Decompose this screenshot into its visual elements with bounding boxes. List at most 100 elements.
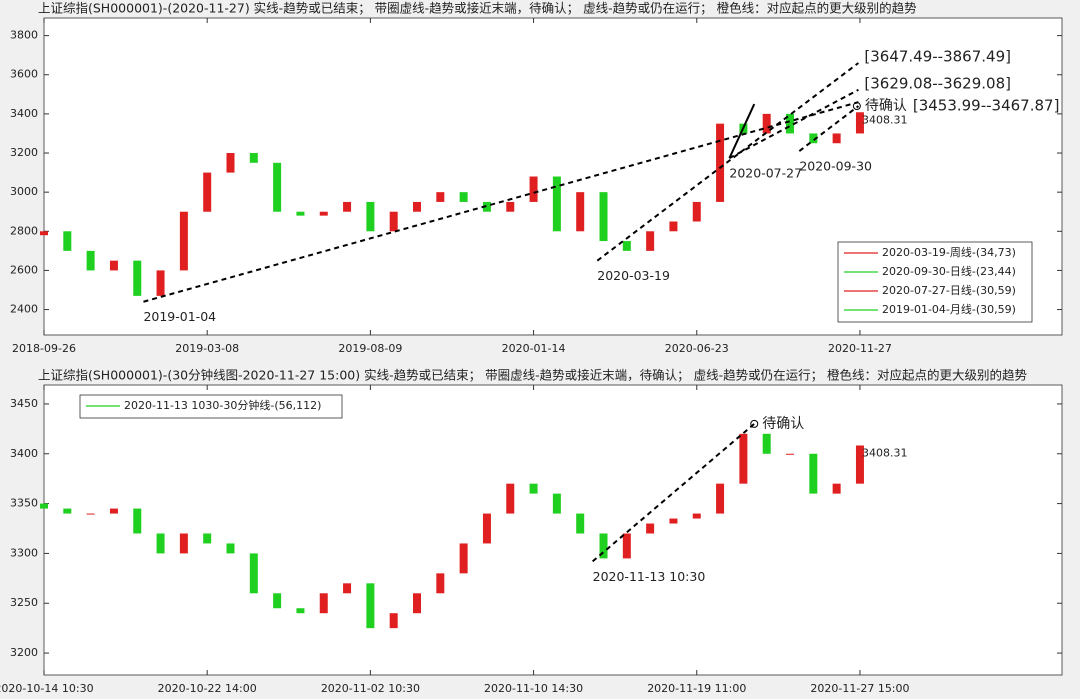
x-tick-label: 2020-11-27 [828, 342, 892, 355]
trend-line [728, 88, 859, 159]
candle [786, 113, 795, 134]
candle [506, 483, 515, 514]
x-tick-label: 2018-09-26 [12, 342, 76, 355]
candle [296, 211, 305, 216]
x-tick-label: 2020-01-14 [502, 342, 566, 355]
y-tick-label: 2600 [10, 263, 38, 276]
candle [413, 593, 422, 614]
chart-title: 上证综指(SH000001)-(30分钟线图-2020-11-27 15:00)… [38, 368, 1028, 383]
y-tick-label: 3000 [10, 185, 38, 198]
trend-start-label: 2020-09-30 [799, 159, 872, 174]
candle [552, 493, 561, 514]
y-tick-label: 3300 [10, 546, 38, 559]
legend-label: 2020-03-19-周线-(34,73) [882, 245, 1016, 259]
candle [762, 433, 771, 454]
candle [63, 508, 72, 514]
candle [506, 201, 515, 212]
x-tick-label: 2020-11-02 10:30 [321, 682, 420, 695]
candle [855, 445, 864, 484]
candle [179, 533, 188, 554]
candle [343, 583, 352, 594]
candle [529, 176, 538, 202]
candle [646, 523, 655, 534]
candle [226, 543, 235, 554]
candle [133, 508, 142, 534]
candle [739, 433, 748, 484]
x-tick-label: 2020-11-19 11:00 [647, 682, 746, 695]
trend-line [596, 62, 860, 262]
candle [86, 250, 95, 271]
trend-start-label: 2020-11-13 10:30 [593, 569, 706, 584]
candle [622, 533, 631, 559]
trend-start-label: 2020-07-27 [729, 166, 802, 181]
pending-label: 待确认 [865, 98, 907, 114]
y-tick-label: 3400 [10, 107, 38, 120]
trend-end-label: [3647.49--3867.49] [864, 48, 1011, 66]
candle [716, 123, 725, 202]
x-tick-label: 2020-10-22 14:00 [158, 682, 257, 695]
candle [809, 453, 818, 494]
chart-title: 上证综指(SH000001)-(2020-11-27) 实线-趋势或已结束； 带… [38, 1, 917, 16]
candle [692, 201, 701, 222]
x-tick-label: 2020-10-14 10:30 [0, 682, 94, 695]
trend-start-label: 2019-01-04 [143, 309, 216, 324]
candle [832, 483, 841, 494]
candle [855, 112, 864, 134]
candle [599, 192, 608, 242]
candle [716, 483, 725, 514]
y-tick-label: 3350 [10, 497, 38, 510]
candle [109, 508, 118, 514]
candle [156, 270, 165, 296]
candle [599, 533, 608, 559]
candle [832, 133, 841, 144]
candle [459, 192, 468, 202]
candle [179, 211, 188, 271]
candle [249, 553, 258, 594]
legend-label: 2020-09-30-日线-(23,44) [882, 264, 1016, 278]
candle [319, 593, 328, 614]
candle [809, 133, 818, 144]
legend-label: 2020-07-27-日线-(30,59) [882, 283, 1016, 297]
candle [786, 453, 795, 455]
x-tick-label: 2020-11-27 15:00 [810, 682, 909, 695]
candle [576, 513, 585, 534]
candle [436, 573, 445, 594]
candle [343, 201, 352, 212]
candle [366, 201, 375, 232]
candle [529, 483, 538, 494]
y-tick-label: 3200 [10, 146, 38, 159]
candle [669, 221, 678, 232]
pending-range: [3453.99--3467.87] [913, 97, 1060, 115]
candle [622, 241, 631, 251]
candle [273, 593, 282, 609]
candle [109, 260, 118, 271]
x-tick-label: 2019-08-09 [338, 342, 402, 355]
y-tick-label: 3250 [10, 596, 38, 609]
plot-area [43, 384, 1063, 676]
y-tick-label: 2400 [10, 303, 38, 316]
y-tick-label: 2800 [10, 224, 38, 237]
candle [762, 113, 771, 134]
trend-end-label: [3629.08--3629.08] [864, 74, 1011, 92]
candle [40, 503, 48, 509]
candle [459, 543, 468, 574]
x-tick-label: 2019-03-08 [175, 342, 239, 355]
trend-line [143, 101, 859, 303]
candle [389, 211, 398, 232]
candle [156, 533, 165, 554]
candle [366, 583, 375, 629]
candle [436, 192, 445, 202]
x-tick-label: 2020-11-10 14:30 [484, 682, 583, 695]
candle [552, 176, 561, 232]
pending-marker [852, 102, 861, 111]
y-tick-label: 3600 [10, 68, 38, 81]
y-tick-label: 3400 [10, 447, 38, 460]
candle [273, 162, 282, 212]
y-tick-label: 3450 [10, 397, 38, 410]
candle [646, 231, 655, 251]
pending-label: 待确认 [762, 416, 804, 432]
y-tick-label: 3200 [10, 646, 38, 659]
trend-start-label: 2020-03-19 [597, 268, 670, 283]
legend-box [837, 241, 1033, 323]
last-value: 3408.31 [862, 113, 908, 126]
